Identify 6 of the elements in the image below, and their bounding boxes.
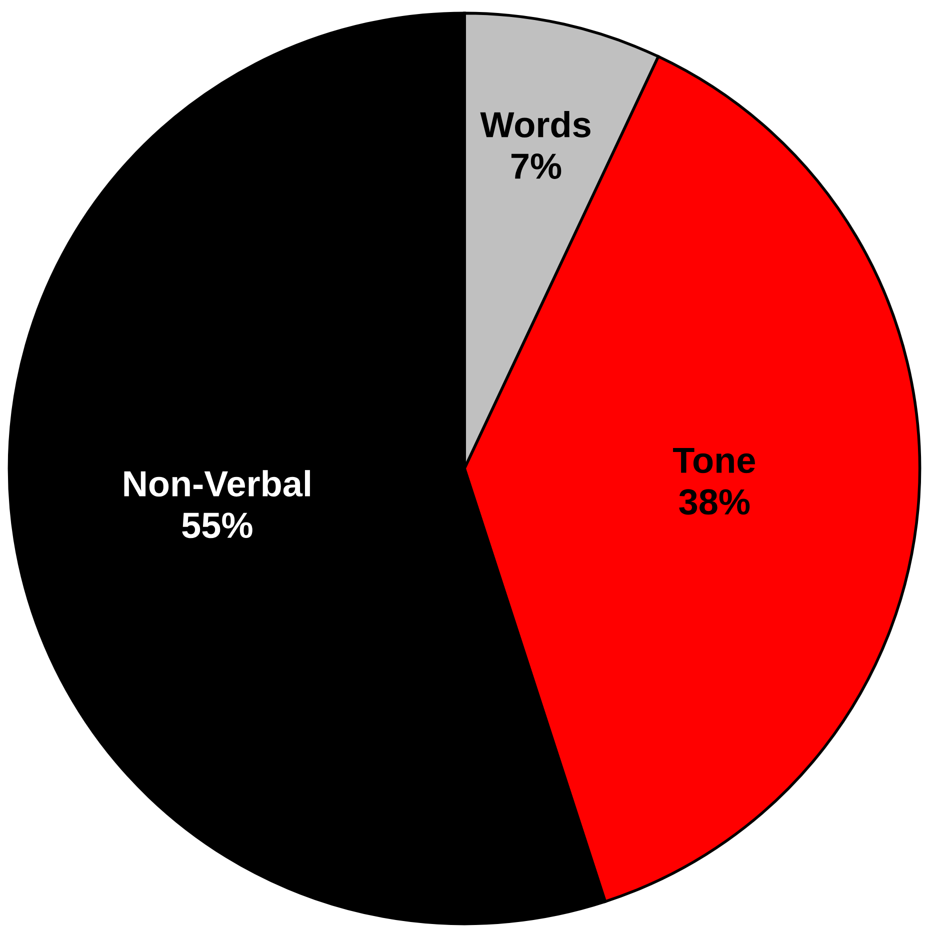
slice-label: Non-Verbal (124, 470, 310, 497)
slice-label: Words (480, 110, 590, 138)
slice-label: Tone (673, 448, 755, 474)
data-label: 7% (511, 154, 562, 179)
data-label: 38% (679, 489, 750, 515)
data-label: 55% (182, 512, 252, 538)
